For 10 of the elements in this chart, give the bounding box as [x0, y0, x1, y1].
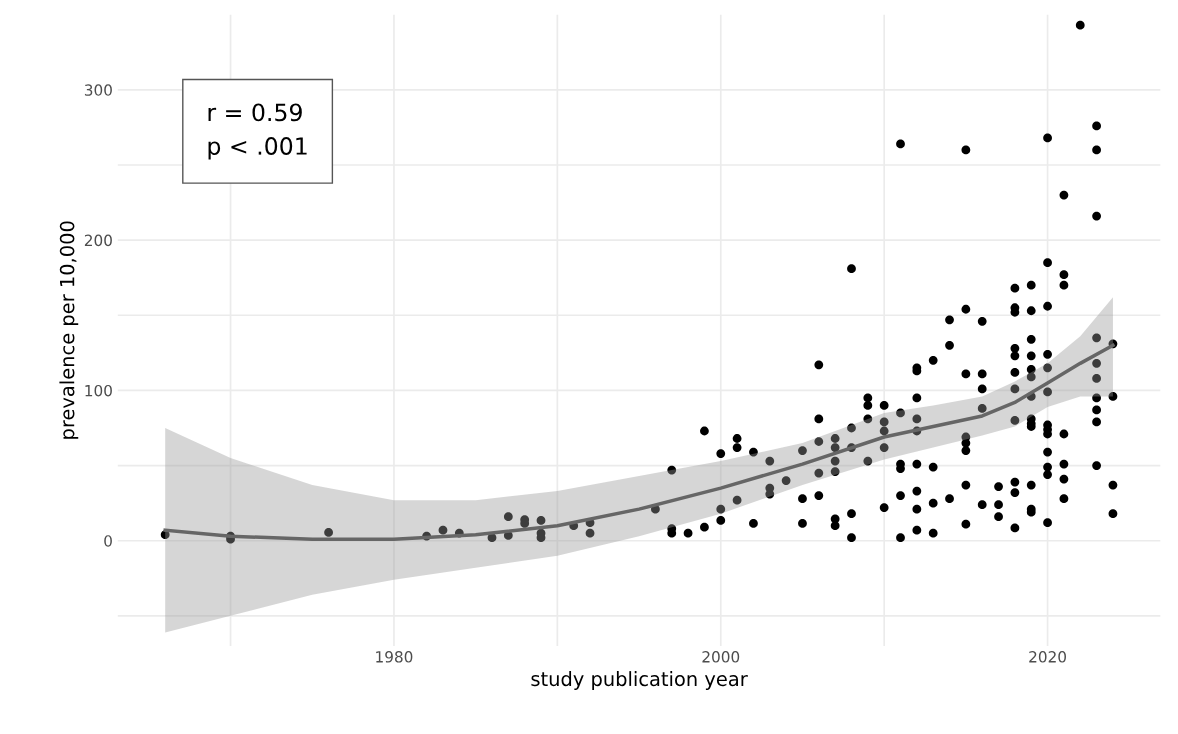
y-tick-label: 0	[104, 535, 112, 547]
annotation: r = 0.59 p < .001	[208, 103, 307, 160]
y-axis-title: prevalence per 10,000	[59, 221, 79, 439]
y-tick-label: 200	[84, 234, 112, 247]
x-tick-label: 1980	[376, 651, 413, 663]
x-tick-label: 2020	[1029, 651, 1067, 663]
x-axis-title: study publication year	[531, 671, 748, 690]
y-tick-label: 300	[84, 84, 112, 96]
y-tick-label: 100	[85, 384, 112, 397]
x-tick-label: 2000	[702, 651, 740, 663]
